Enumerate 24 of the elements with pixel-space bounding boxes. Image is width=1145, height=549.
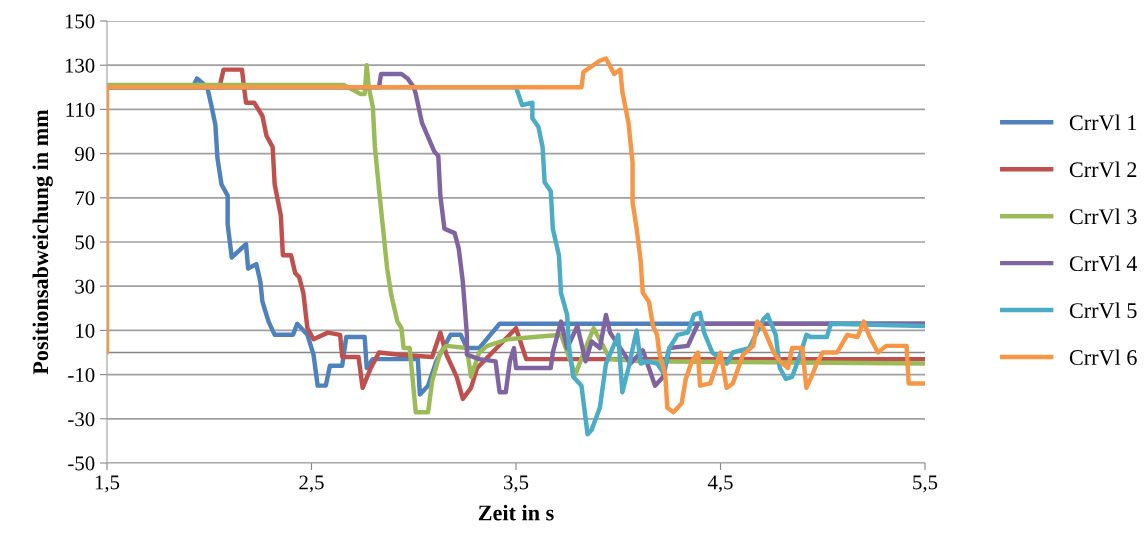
x-tick-label: 4,5 (707, 475, 733, 493)
y-tick-label: 10 (76, 323, 95, 338)
x-tick-label: 2,5 (299, 475, 324, 493)
y-tick-label: -10 (68, 367, 95, 383)
legend-label: CrrVl 6 (1069, 349, 1137, 366)
x-tick-label: 3,5 (503, 475, 529, 493)
legend-label: CrrVl 2 (1069, 161, 1137, 178)
x-axis-title: Zeit in s (478, 504, 554, 521)
y-tick-label: 110 (66, 102, 95, 117)
y-tick-label: 130 (65, 58, 95, 73)
y-axis-title: Positionsabweichung in mm (32, 109, 53, 375)
legend-label: CrrVl 1 (1069, 114, 1137, 131)
legend-label: CrrVl 5 (1069, 302, 1137, 319)
y-tick-label: -30 (68, 412, 95, 427)
y-tick-label: 150 (65, 14, 95, 29)
y-tick-label: 50 (75, 235, 95, 250)
legend-label: CrrVl 3 (1069, 208, 1137, 225)
legend-label: CrrVl 4 (1069, 255, 1138, 272)
y-tick-label: 90 (75, 146, 95, 162)
y-tick-label: 70 (75, 191, 95, 206)
y-tick-label: 30 (75, 279, 95, 294)
y-tick-label: -50 (68, 456, 95, 471)
x-tick-label: 1,5 (95, 475, 120, 493)
x-tick-label: 5,5 (913, 475, 938, 493)
